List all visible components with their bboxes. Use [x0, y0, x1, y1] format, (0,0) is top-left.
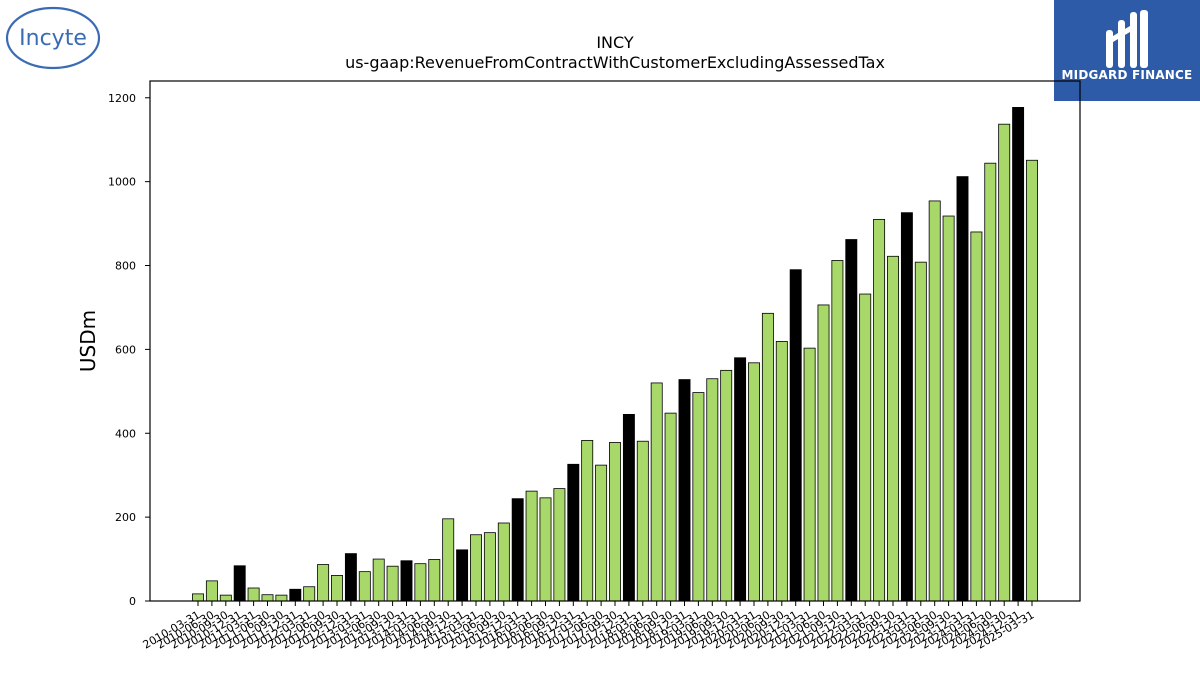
- bar-2018-09-30: [664, 412, 677, 602]
- midgard-finance-label: MIDGARD FINANCE: [1061, 68, 1193, 82]
- y-tick-label-0: 0: [129, 595, 136, 608]
- bar-2016-09-30: [553, 488, 566, 602]
- bar-2011-09-30: [275, 594, 288, 602]
- bar-2012-09-30: [331, 575, 343, 602]
- bar-2024-09-30: [998, 123, 1011, 602]
- bar-2015-09-30: [497, 522, 510, 602]
- bar-2020-03-31: [748, 362, 760, 602]
- bar-2021-06-30: [817, 304, 830, 602]
- bar-2012-12-31: [344, 553, 357, 602]
- svg-text:Incyte: Incyte: [19, 26, 87, 51]
- bar-2018-12-31: [678, 379, 691, 602]
- bar-2016-03-31: [525, 490, 538, 602]
- bar-2015-06-30: [483, 532, 496, 602]
- bar-2022-09-30: [887, 255, 899, 602]
- bar-2014-12-31: [456, 549, 469, 602]
- y-tick-label-200: 200: [115, 511, 136, 524]
- bar-2020-12-31: [789, 269, 802, 602]
- bar-2014-06-30: [428, 559, 441, 602]
- bar-2017-12-31: [622, 413, 635, 602]
- incyte-logo: Incyte: [4, 4, 104, 72]
- bar-2018-03-31: [636, 440, 649, 602]
- y-axis-label: USDm: [76, 310, 100, 372]
- y-tick-label-800: 800: [115, 260, 136, 273]
- bar-2019-06-30: [706, 378, 719, 602]
- bar-2024-06-30: [984, 162, 997, 602]
- bar-2024-03-31: [970, 231, 983, 602]
- bar-2021-03-31: [803, 347, 816, 602]
- bar-2014-09-30: [442, 518, 455, 602]
- bar-2018-06-30: [650, 382, 663, 602]
- y-tick-label-1000: 1000: [108, 176, 136, 189]
- bar-2019-09-30: [720, 369, 733, 602]
- bar-2021-12-31: [845, 239, 858, 602]
- bar-2020-09-30: [775, 341, 788, 602]
- bar-2010-09-30: [219, 594, 232, 602]
- bar-2010-06-30: [205, 580, 218, 602]
- bar-2014-03-31: [414, 563, 427, 602]
- bar-2021-09-30: [831, 260, 844, 602]
- bar-2013-09-30: [386, 565, 399, 602]
- bar-2019-12-31: [734, 357, 747, 602]
- bar-2016-12-31: [567, 463, 580, 602]
- bar-2015-03-31: [470, 534, 482, 602]
- bar-2013-06-30: [372, 558, 385, 602]
- bar-2025-03-31: [1026, 159, 1038, 602]
- bar-2011-03-31: [247, 587, 260, 602]
- chart-subtitle: us-gaap:RevenueFromContractWithCustomerE…: [345, 53, 885, 72]
- bar-2019-03-31: [692, 392, 705, 602]
- bar-2013-12-31: [400, 560, 413, 602]
- y-tick-label-400: 400: [115, 427, 136, 440]
- bar-2022-03-31: [859, 293, 872, 602]
- bar-2011-06-30: [261, 594, 274, 602]
- midgard-finance-logo: MIDGARD FINANCE: [1054, 0, 1200, 101]
- bar-2010-03-31: [192, 593, 204, 602]
- bar-2023-06-30: [928, 200, 941, 602]
- bar-2017-09-30: [609, 442, 621, 602]
- plot-area: 0200400600800100012002010-03-312010-06-3…: [108, 80, 1081, 652]
- bar-2022-06-30: [873, 218, 886, 602]
- bar-2023-12-31: [956, 176, 969, 602]
- chart-title: INCY: [596, 33, 634, 52]
- bar-2015-12-31: [511, 498, 524, 602]
- bar-2020-06-30: [761, 312, 774, 602]
- bar-2024-12-31: [1012, 107, 1025, 602]
- bar-2013-03-31: [358, 571, 371, 602]
- bar-2011-12-31: [289, 588, 302, 602]
- bar-2017-03-31: [581, 439, 594, 602]
- bar-2012-06-30: [317, 564, 330, 602]
- bar-2016-06-30: [539, 497, 552, 602]
- bar-2017-06-30: [595, 464, 608, 602]
- bar-2023-09-30: [942, 215, 955, 602]
- y-tick-label-600: 600: [115, 343, 136, 356]
- bar-2012-03-31: [303, 586, 316, 602]
- y-tick-label-1200: 1200: [108, 92, 136, 105]
- bar-2022-12-31: [900, 212, 913, 602]
- bar-2010-12-31: [233, 565, 246, 602]
- bar-2023-03-31: [914, 261, 927, 602]
